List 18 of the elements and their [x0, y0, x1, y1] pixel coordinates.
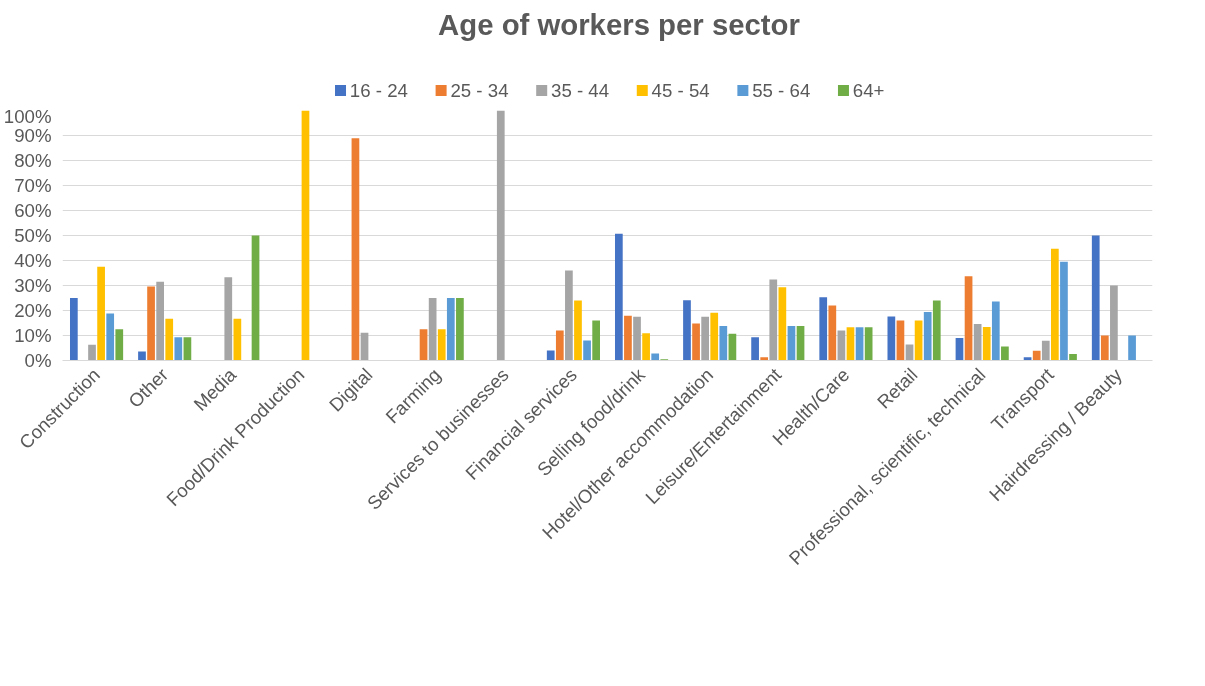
- y-tick-label: 70%: [14, 175, 52, 196]
- legend-label: 45 - 54: [651, 80, 710, 101]
- y-tick-label: 90%: [14, 125, 52, 146]
- legend-label: 35 - 44: [551, 80, 610, 101]
- chart-title: Age of workers per sector: [438, 7, 800, 41]
- y-tick-label: 60%: [14, 200, 52, 221]
- y-tick-label: 20%: [14, 300, 52, 321]
- y-tick-label: 10%: [14, 325, 52, 346]
- legend-label: 16 - 24: [349, 80, 408, 101]
- legend-label: 64+: [852, 80, 885, 101]
- y-tick-label: 40%: [14, 250, 52, 271]
- y-tick-label: 30%: [14, 275, 52, 296]
- y-tick-label: 80%: [14, 150, 52, 171]
- legend-label: 55 - 64: [752, 80, 811, 101]
- y-tick-label: 0%: [24, 350, 52, 371]
- y-tick-label: 100%: [3, 105, 52, 127]
- y-tick-label: 50%: [14, 225, 52, 246]
- legend-label: 25 - 34: [450, 80, 509, 101]
